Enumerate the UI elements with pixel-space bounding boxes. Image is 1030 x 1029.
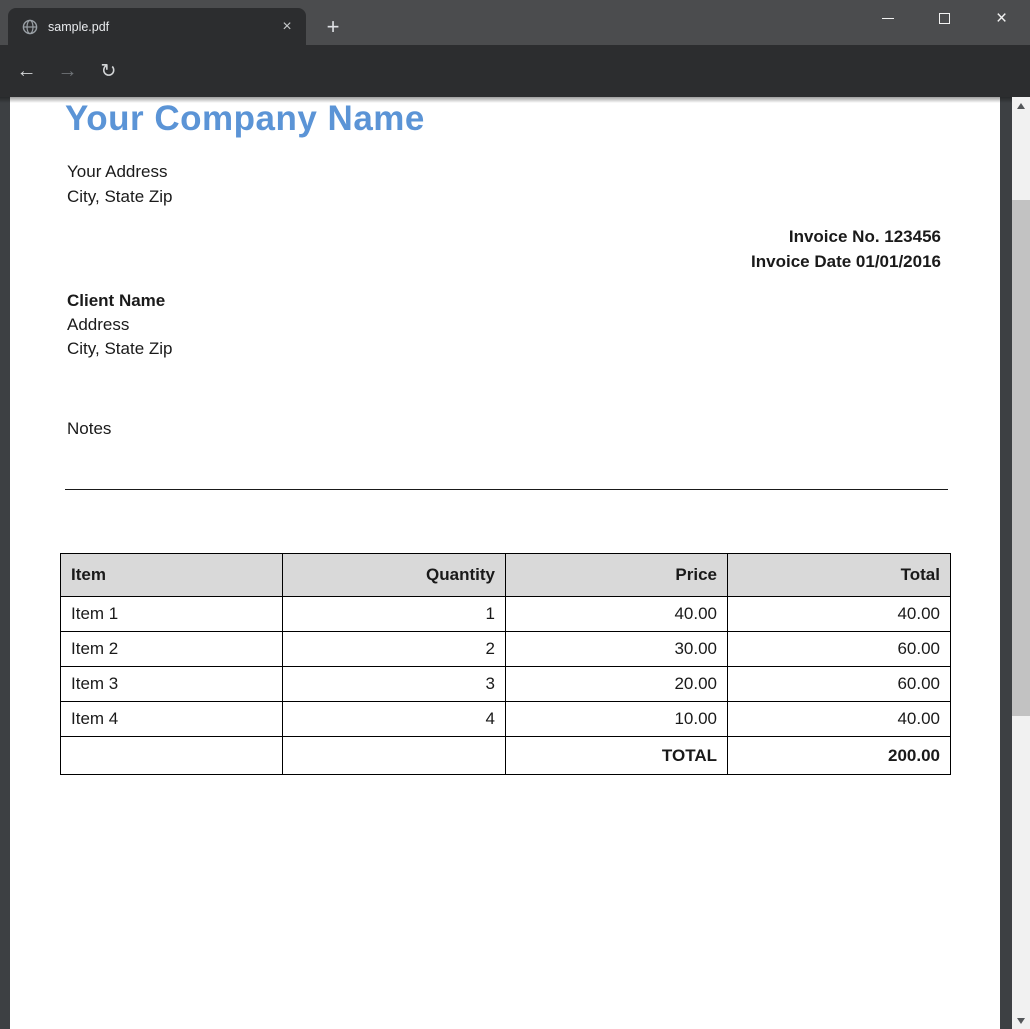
scroll-up-button[interactable]	[1012, 97, 1030, 114]
cell-quantity: 2	[282, 631, 506, 667]
cell-empty	[282, 736, 506, 775]
table-total-row: TOTAL 200.00	[60, 736, 951, 775]
cell-price: 30.00	[505, 631, 728, 667]
globe-favicon-icon	[22, 19, 38, 34]
tab-sample-pdf[interactable]: sample.pdf ×	[8, 8, 306, 45]
cell-price: 20.00	[505, 666, 728, 702]
vertical-scrollbar[interactable]	[1012, 97, 1030, 1029]
back-button[interactable]: ←	[16, 60, 37, 82]
maximize-button[interactable]	[916, 0, 973, 36]
maximize-icon	[939, 12, 950, 24]
scroll-down-arrow-icon	[1017, 1017, 1025, 1024]
client-address-line2: City, State Zip	[67, 339, 173, 358]
cell-item: Item 3	[60, 666, 283, 702]
table-row: Item 2 2 30.00 60.00	[60, 631, 951, 667]
notes-label: Notes	[67, 419, 112, 438]
header-total: Total	[727, 553, 951, 597]
table-row: Item 3 3 20.00 60.00	[60, 666, 951, 702]
cell-total: 40.00	[727, 701, 951, 737]
cell-quantity: 4	[282, 701, 506, 737]
cell-item: Item 1	[60, 596, 283, 632]
invoice-meta: Invoice No. 123456 Invoice Date 01/01/20…	[751, 224, 941, 274]
scroll-down-button[interactable]	[1012, 1012, 1030, 1029]
cell-total: 60.00	[727, 666, 951, 702]
header-quantity: Quantity	[282, 553, 506, 597]
table-row: Item 4 4 10.00 40.00	[60, 701, 951, 737]
cell-quantity: 3	[282, 666, 506, 702]
invoice-number: Invoice No. 123456	[788, 227, 941, 246]
window-controls: ×	[859, 0, 1030, 36]
reload-button[interactable]: ↻	[100, 61, 117, 82]
cell-empty	[60, 736, 283, 775]
pdf-page: Your Company Name Your Address City, Sta…	[10, 97, 1000, 1029]
minimize-icon	[881, 17, 894, 19]
cell-item: Item 2	[60, 631, 283, 667]
company-name: Your Company Name	[65, 99, 425, 138]
company-address: Your Address City, State Zip	[67, 159, 173, 209]
scroll-up-arrow-icon	[1017, 102, 1025, 109]
browser-toolbar: ← → ↻ bytescout-com.s3-us-west-2.amazona…	[0, 45, 1030, 139]
company-address-line1: Your Address	[67, 162, 168, 181]
pdf-viewer: Your Company Name Your Address City, Sta…	[0, 97, 1030, 1029]
minimize-button[interactable]	[859, 0, 916, 36]
cell-total: 40.00	[727, 596, 951, 632]
table-header-row: Item Quantity Price Total	[60, 553, 951, 597]
forward-button[interactable]: →	[57, 60, 78, 82]
total-label: TOTAL	[505, 736, 728, 775]
cell-quantity: 1	[282, 596, 506, 632]
client-block: Client Name Address City, State Zip	[67, 289, 173, 361]
header-price: Price	[505, 553, 728, 597]
titlebar: sample.pdf × + ×	[0, 0, 1030, 45]
company-address-line2: City, State Zip	[67, 187, 173, 206]
scrollbar-thumb[interactable]	[1012, 200, 1030, 716]
new-tab-button[interactable]: +	[326, 14, 340, 39]
invoice-date: Invoice Date 01/01/2016	[751, 252, 941, 271]
header-item: Item	[60, 553, 283, 597]
cell-total: 60.00	[727, 631, 951, 667]
invoice-items-table: Item Quantity Price Total Item 1 1 40.00…	[60, 553, 951, 775]
client-address-line1: Address	[67, 315, 130, 334]
table-row: Item 1 1 40.00 40.00	[60, 596, 951, 632]
close-button[interactable]: ×	[973, 0, 1030, 36]
client-name: Client Name	[67, 291, 166, 310]
cell-price: 10.00	[505, 701, 728, 737]
total-value: 200.00	[727, 736, 951, 775]
close-icon: ×	[995, 7, 1008, 29]
cell-item: Item 4	[60, 701, 283, 737]
cell-price: 40.00	[505, 596, 728, 632]
tab-close-icon[interactable]: ×	[282, 17, 292, 35]
horizontal-rule	[65, 489, 948, 490]
tab-title: sample.pdf	[48, 19, 110, 34]
